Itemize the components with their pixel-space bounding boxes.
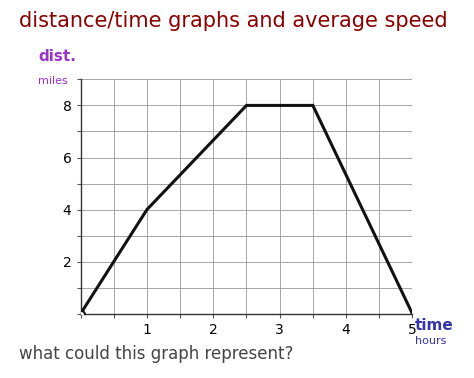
Text: distance/time graphs and average speed: distance/time graphs and average speed	[19, 11, 447, 31]
Text: miles: miles	[38, 76, 68, 85]
Text: hours: hours	[415, 336, 446, 346]
Text: what could this graph represent?: what could this graph represent?	[19, 345, 293, 363]
Text: time: time	[415, 318, 454, 333]
Text: dist.: dist.	[38, 49, 76, 64]
